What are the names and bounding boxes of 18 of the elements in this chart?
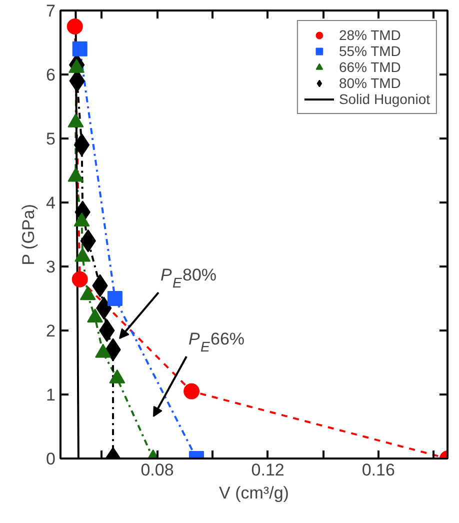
legend-label: Solid Hugoniot [338, 91, 430, 107]
legend-label: 55% TMD [338, 43, 401, 59]
y-tick-label: 5 [46, 130, 56, 148]
x-tick-label: 0.16 [362, 460, 395, 480]
y-tick-label: 4 [46, 194, 56, 212]
legend-label: 28% TMD [338, 27, 401, 43]
y-tick-label: 7 [46, 2, 56, 20]
y-tick-label: 1 [46, 386, 56, 404]
y-tick-label: 3 [46, 258, 56, 276]
y-tick-label: 0 [46, 450, 56, 468]
y-tick-label: 6 [46, 66, 56, 84]
legend-label: 66% TMD [338, 59, 401, 75]
y-axis-title: P (GPa) [19, 204, 38, 266]
legend-label: 80% TMD [338, 75, 401, 91]
x-tick-label: 0.08 [140, 460, 174, 480]
y-tick-label: 2 [46, 322, 56, 340]
x-axis-title: V (cm³/g) [219, 484, 289, 502]
x-tick-label: 0.12 [251, 460, 284, 480]
